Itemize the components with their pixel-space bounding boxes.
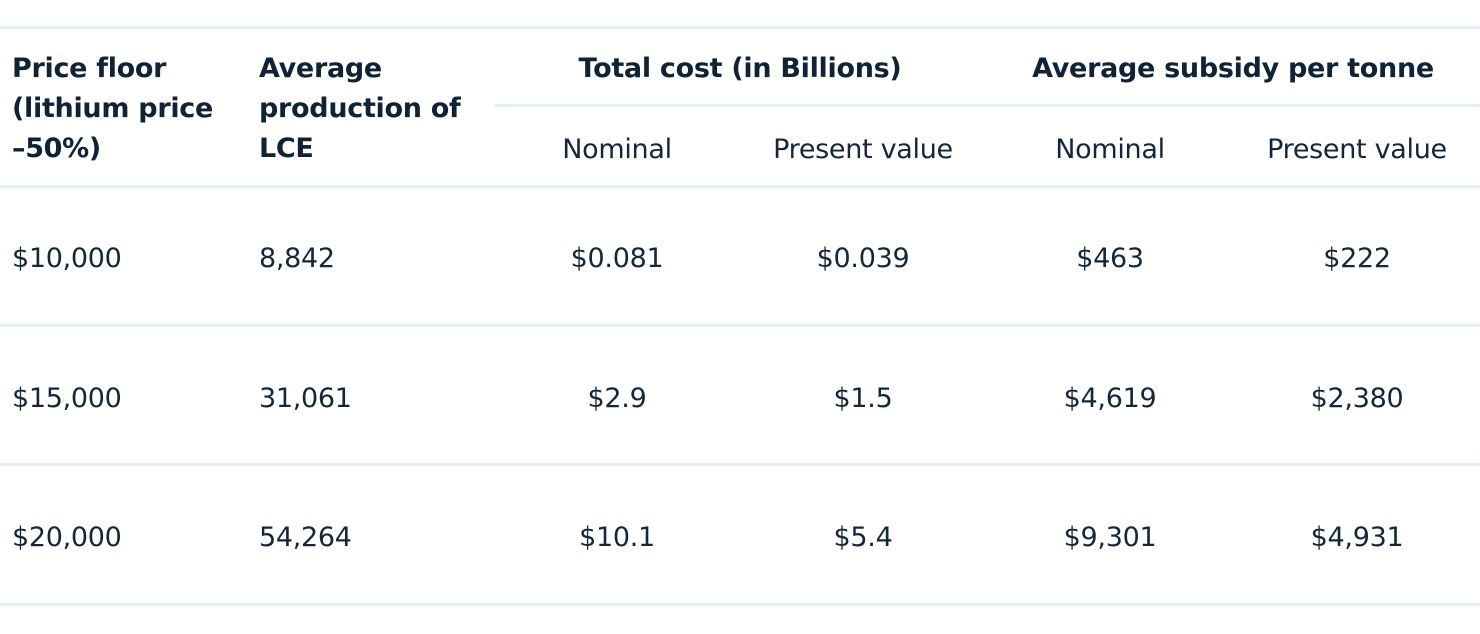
cell-total-present-value: $0.039 (816, 243, 910, 274)
header-average-production-line: Average (259, 53, 382, 84)
header-total-cost-group: Total cost (in Billions) (578, 53, 902, 84)
row-divider (0, 463, 1480, 466)
header-price-floor-line: (lithium price (12, 93, 214, 124)
cell-subsidy-present-value: $4,931 (1310, 522, 1404, 553)
cell-price-floor: $10,000 (12, 243, 122, 274)
header-average-production-line: LCE (259, 133, 314, 164)
cell-average-production: 54,264 (259, 522, 352, 553)
cell-subsidy-nominal: $9,301 (1063, 522, 1157, 553)
header-price-floor-line: –50%) (12, 133, 101, 164)
cell-subsidy-nominal: $4,619 (1063, 383, 1157, 414)
table-bottom-rule (0, 603, 1480, 606)
cell-total-nominal: $10.1 (579, 522, 655, 553)
cell-subsidy-nominal: $463 (1076, 243, 1144, 274)
cell-price-floor: $20,000 (12, 522, 122, 553)
header-average-production: Average production of LCE (259, 49, 461, 169)
cell-subsidy-present-value: $2,380 (1310, 383, 1404, 414)
cell-total-nominal: $0.081 (570, 243, 664, 274)
cell-average-production: 31,061 (259, 383, 352, 414)
header-price-floor: Price floor (lithium price –50%) (12, 49, 213, 169)
header-price-floor-line: Price floor (12, 53, 167, 84)
row-divider (0, 324, 1480, 327)
header-average-production-line: production of (259, 93, 461, 124)
cell-subsidy-present-value: $222 (1323, 243, 1391, 274)
header-group-rule (494, 104, 1480, 107)
subheader-subsidy-nominal: Nominal (1055, 134, 1165, 165)
table-top-rule (0, 26, 1480, 29)
cell-average-production: 8,842 (259, 243, 335, 274)
header-average-subsidy-group: Average subsidy per tonne (1032, 53, 1434, 84)
cell-total-nominal: $2.9 (587, 383, 647, 414)
cell-total-present-value: $1.5 (833, 383, 893, 414)
subheader-total-nominal: Nominal (562, 134, 672, 165)
subheader-subsidy-present-value: Present value (1267, 134, 1447, 165)
subheader-total-present-value: Present value (773, 134, 953, 165)
cell-total-present-value: $5.4 (833, 522, 893, 553)
cell-price-floor: $15,000 (12, 383, 122, 414)
header-bottom-rule (0, 185, 1480, 188)
